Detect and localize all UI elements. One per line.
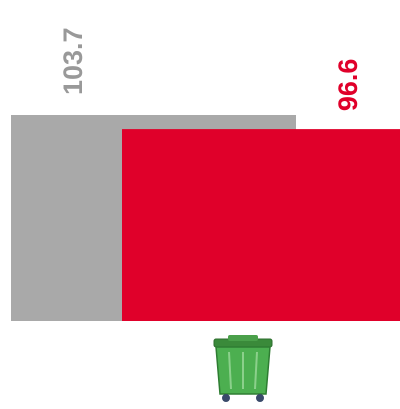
value-label: 103.7 bbox=[58, 27, 88, 95]
bar bbox=[122, 129, 400, 321]
bars: 103.7 96.6 bbox=[11, 27, 400, 321]
value-label: 96.6 bbox=[333, 59, 363, 112]
trash-bin-icon bbox=[213, 335, 273, 402]
